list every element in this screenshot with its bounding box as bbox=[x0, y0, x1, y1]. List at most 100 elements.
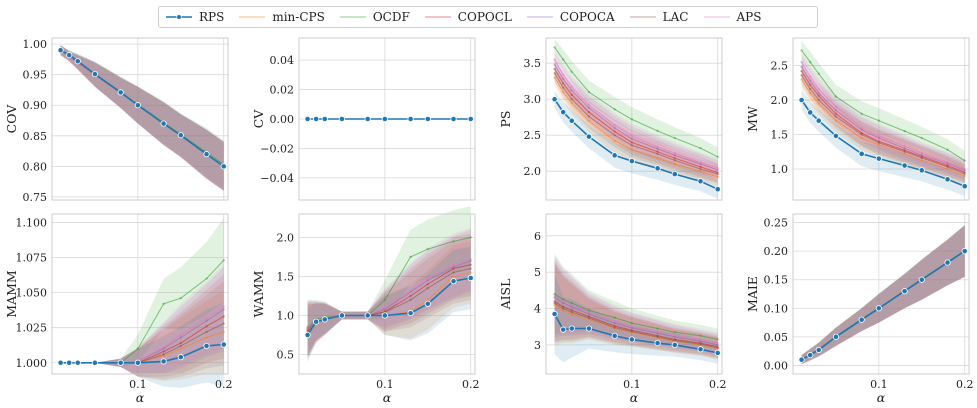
data-point-rps bbox=[467, 115, 474, 123]
y-axis-label: MAMM bbox=[4, 270, 19, 318]
confidence-band-min-cps bbox=[307, 241, 471, 359]
data-point-lac bbox=[808, 87, 812, 91]
data-point-aps bbox=[903, 145, 906, 148]
legend-swatch bbox=[239, 16, 266, 18]
data-point-copoca bbox=[587, 312, 591, 316]
series-line-rps bbox=[553, 98, 719, 190]
series-line-copocl bbox=[554, 300, 718, 348]
data-point-min-cps bbox=[903, 152, 906, 156]
data-point-copocl bbox=[570, 93, 573, 97]
data-point-lac bbox=[630, 330, 634, 333]
data-point-aps bbox=[877, 134, 881, 138]
data-point-copoca bbox=[452, 265, 455, 269]
data-point-rps bbox=[697, 178, 704, 185]
data-point-aps bbox=[630, 325, 634, 328]
data-point-lac bbox=[860, 133, 863, 136]
data-point-rps bbox=[134, 102, 141, 109]
data-point-rps bbox=[91, 359, 99, 366]
data-point-copoca bbox=[553, 63, 556, 66]
series-line-ocdf bbox=[554, 293, 718, 340]
data-point-rps bbox=[628, 158, 635, 165]
series-line-copocl bbox=[554, 68, 718, 174]
data-point-rps bbox=[568, 117, 575, 124]
data-point-lac bbox=[656, 335, 659, 339]
confidence-band-min-cps bbox=[801, 225, 965, 365]
data-point-aps bbox=[570, 303, 573, 307]
data-point-rps bbox=[338, 115, 346, 123]
data-point-copocl bbox=[808, 83, 812, 87]
data-point-rps bbox=[424, 115, 431, 123]
y-tick-label: 0.04 bbox=[270, 54, 295, 67]
data-point-rps bbox=[671, 341, 678, 349]
data-point-aps bbox=[673, 334, 676, 337]
confidence-band-copoca bbox=[60, 267, 224, 376]
series-line-rps bbox=[801, 250, 966, 361]
y-tick-label: 1.5 bbox=[771, 129, 789, 142]
legend-item-aps: APS bbox=[703, 10, 761, 24]
y-tick-label: 6 bbox=[534, 230, 541, 243]
data-point-copocl bbox=[613, 130, 616, 133]
x-tick-label: 0.1 bbox=[376, 378, 394, 391]
data-point-lac bbox=[426, 286, 429, 290]
subplot-wamm: 0.5 1.0 1.5 2.0 0.1 0.2 WAMM α bbox=[251, 206, 479, 405]
y-tick-label: 0.75 bbox=[23, 191, 48, 204]
data-point-aps bbox=[469, 258, 472, 261]
data-point-lac bbox=[409, 298, 412, 302]
data-point-lac bbox=[222, 322, 225, 325]
legend-swatch bbox=[629, 16, 656, 18]
confidence-band-ocdf bbox=[307, 206, 471, 355]
data-point-rps bbox=[381, 115, 388, 123]
data-point-ocdf bbox=[162, 302, 165, 306]
legend-label: RPS bbox=[199, 10, 225, 24]
series-line-ocdf bbox=[554, 47, 718, 158]
data-point-ocdf bbox=[920, 136, 923, 140]
data-point-ocdf bbox=[630, 321, 634, 325]
data-point-min-cps bbox=[570, 101, 573, 105]
subplot-mw: 1.0 1.5 2.0 2.5 MW bbox=[745, 37, 970, 201]
data-point-aps bbox=[570, 85, 573, 89]
data-point-copoca bbox=[673, 335, 676, 339]
data-point-rps bbox=[858, 150, 865, 157]
data-point-rps bbox=[313, 115, 320, 123]
data-point-rps bbox=[798, 356, 805, 363]
subplot-cv: −0.04 −0.02 0.00 0.02 0.04 CV bbox=[251, 37, 476, 201]
confidence-band-lac bbox=[554, 263, 718, 359]
data-point-copocl bbox=[699, 165, 702, 169]
data-point-rps bbox=[313, 318, 320, 325]
confidence-band-copocl bbox=[60, 274, 224, 377]
data-point-lac bbox=[699, 342, 702, 346]
y-tick-label: 2.0 bbox=[277, 231, 295, 244]
data-point-aps bbox=[452, 263, 455, 266]
data-point-ocdf bbox=[877, 119, 881, 122]
data-point-min-cps bbox=[553, 303, 556, 307]
data-point-lac bbox=[587, 316, 591, 320]
data-point-lac bbox=[613, 326, 616, 329]
data-point-ocdf bbox=[946, 148, 949, 151]
data-point-aps bbox=[613, 123, 616, 127]
data-point-copoca bbox=[800, 65, 803, 69]
data-point-aps bbox=[963, 167, 966, 171]
data-point-min-cps bbox=[561, 309, 565, 312]
data-point-lac bbox=[561, 307, 565, 310]
confidence-band-rps bbox=[60, 45, 224, 191]
data-point-copoca bbox=[860, 128, 863, 131]
data-point-ocdf bbox=[426, 247, 429, 251]
legend-swatch bbox=[703, 16, 730, 18]
confidence-band-ocdf bbox=[801, 40, 965, 171]
data-point-copocl bbox=[656, 150, 659, 153]
data-point-aps bbox=[716, 341, 719, 345]
data-point-copocl bbox=[561, 82, 565, 85]
data-point-rps bbox=[807, 109, 814, 116]
data-point-aps bbox=[860, 126, 863, 129]
confidence-band-lac bbox=[307, 237, 471, 359]
data-point-rps bbox=[832, 132, 840, 139]
series-line-rps bbox=[306, 277, 471, 336]
data-point-rps bbox=[875, 155, 882, 162]
data-point-copoca bbox=[903, 147, 906, 150]
data-point-ocdf bbox=[716, 155, 719, 158]
data-point-rps bbox=[203, 151, 210, 158]
data-point-lac bbox=[673, 339, 676, 342]
data-point-copoca bbox=[426, 279, 429, 282]
x-axis-label: α bbox=[630, 390, 639, 405]
data-point-ocdf bbox=[963, 159, 966, 162]
